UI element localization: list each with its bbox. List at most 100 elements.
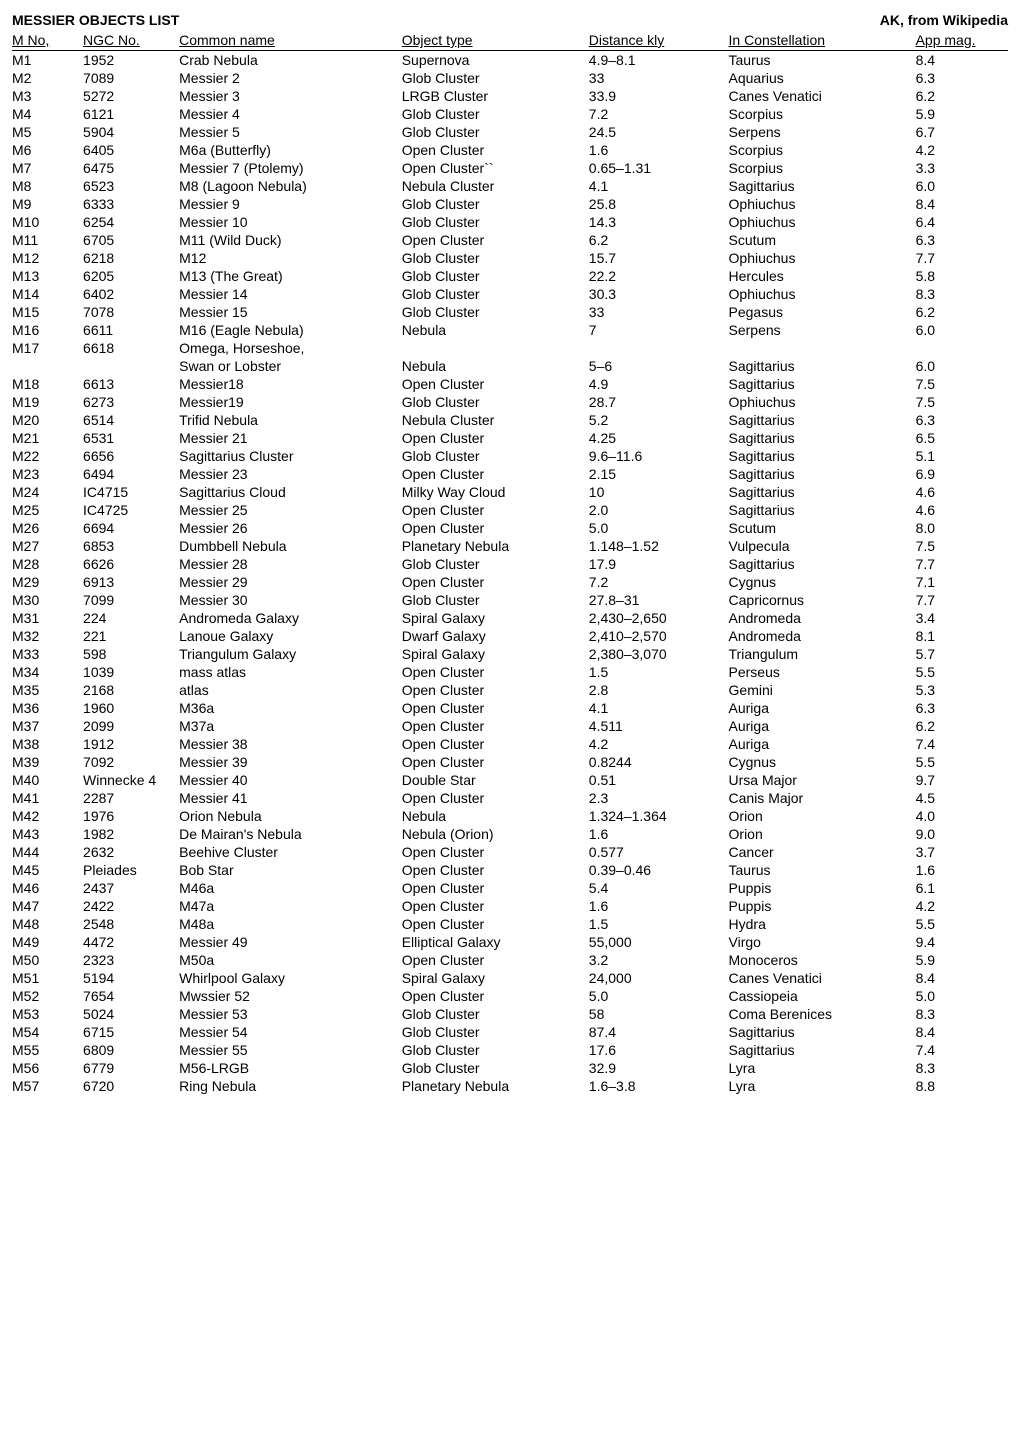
table-cell: Sagittarius (729, 429, 916, 447)
col-header-mno: M No, (12, 30, 83, 51)
table-cell: 8.8 (916, 1077, 1008, 1095)
table-cell: 6273 (83, 393, 179, 411)
table-row: M412287Messier 41Open Cluster2.3Canis Ma… (12, 789, 1008, 807)
table-cell: Open Cluster (402, 519, 589, 537)
table-cell: Nebula (Orion) (402, 825, 589, 843)
table-cell: 6.0 (916, 357, 1008, 375)
table-cell: Perseus (729, 663, 916, 681)
table-cell: Glob Cluster (402, 591, 589, 609)
table-cell: Glob Cluster (402, 195, 589, 213)
table-cell: Ophiuchus (729, 285, 916, 303)
table-cell: M57 (12, 1077, 83, 1095)
table-row: M286626Messier 28Glob Cluster17.9Sagitta… (12, 555, 1008, 573)
table-cell: 2437 (83, 879, 179, 897)
table-cell: LRGB Cluster (402, 87, 589, 105)
table-cell: 2.15 (589, 465, 729, 483)
table-cell: M19 (12, 393, 83, 411)
table-cell: M48 (12, 915, 83, 933)
table-cell: Messier18 (179, 375, 402, 393)
table-cell: M18 (12, 375, 83, 393)
table-cell: 6779 (83, 1059, 179, 1077)
table-cell: Scorpius (729, 105, 916, 123)
table-cell: 6523 (83, 177, 179, 195)
table-cell: M38 (12, 735, 83, 753)
table-cell: Glob Cluster (402, 1059, 589, 1077)
table-cell: M39 (12, 753, 83, 771)
table-cell: M13 (12, 267, 83, 285)
table-row: M236494Messier 23Open Cluster2.15Sagitta… (12, 465, 1008, 483)
table-row: M31224Andromeda GalaxySpiral Galaxy2,430… (12, 609, 1008, 627)
table-cell: 1952 (83, 51, 179, 70)
table-cell: Messier 53 (179, 1005, 402, 1023)
table-cell: Messier 15 (179, 303, 402, 321)
table-cell: M21 (12, 429, 83, 447)
table-cell: Planetary Nebula (402, 537, 589, 555)
table-cell: Messier 38 (179, 735, 402, 753)
table-cell: Puppis (729, 897, 916, 915)
table-cell: M17 (12, 339, 83, 357)
table-cell: Messier 9 (179, 195, 402, 213)
table-cell: 55,000 (589, 933, 729, 951)
table-cell: Winnecke 4 (83, 771, 179, 789)
table-cell: 5904 (83, 123, 179, 141)
table-cell: 7.5 (916, 375, 1008, 393)
table-cell: M6a (Butterfly) (179, 141, 402, 159)
table-cell: Sagittarius (729, 411, 916, 429)
table-row: M32221Lanoue GalaxyDwarf Galaxy2,410–2,5… (12, 627, 1008, 645)
table-cell: Serpens (729, 123, 916, 141)
table-cell: 4.1 (589, 699, 729, 717)
col-header-name: Common name (179, 30, 402, 51)
table-cell: M8 (12, 177, 83, 195)
table-cell: Sagittarius (729, 1023, 916, 1041)
table-cell (83, 357, 179, 375)
table-cell: M46 (12, 879, 83, 897)
table-cell: Supernova (402, 51, 589, 70)
table-cell: Sagittarius (729, 465, 916, 483)
table-cell: 4.9 (589, 375, 729, 393)
table-cell: Open Cluster (402, 501, 589, 519)
table-cell: M55 (12, 1041, 83, 1059)
table-cell: Sagittarius Cluster (179, 447, 402, 465)
table-cell: 6121 (83, 105, 179, 123)
table-row: M55904Messier 5Glob Cluster24.5Serpens6.… (12, 123, 1008, 141)
table-row: M166611M16 (Eagle Nebula)Nebula7Serpens6… (12, 321, 1008, 339)
table-cell: Nebula Cluster (402, 411, 589, 429)
table-cell: Open Cluster (402, 861, 589, 879)
table-cell: Glob Cluster (402, 555, 589, 573)
table-cell: Glob Cluster (402, 447, 589, 465)
table-cell: Trifid Nebula (179, 411, 402, 429)
table-cell: Sagittarius (729, 177, 916, 195)
table-cell: 8.3 (916, 285, 1008, 303)
table-cell: Messier 30 (179, 591, 402, 609)
table-cell: 224 (83, 609, 179, 627)
table-cell: 6.5 (916, 429, 1008, 447)
table-cell: 6.4 (916, 213, 1008, 231)
table-cell: Lyra (729, 1077, 916, 1095)
table-cell: 7654 (83, 987, 179, 1005)
table-cell: M11 (12, 231, 83, 249)
table-cell: 8.4 (916, 195, 1008, 213)
table-cell: 1976 (83, 807, 179, 825)
table-cell: M28 (12, 555, 83, 573)
table-cell: 4.6 (916, 501, 1008, 519)
table-cell: Spiral Galaxy (402, 969, 589, 987)
table-cell: Messier 29 (179, 573, 402, 591)
table-cell: 6.3 (916, 69, 1008, 87)
table-row: M76475Messier 7 (Ptolemy)Open Cluster``0… (12, 159, 1008, 177)
table-cell: M40 (12, 771, 83, 789)
table-cell: M47 (12, 897, 83, 915)
table-cell: M27 (12, 537, 83, 555)
table-cell: mass atlas (179, 663, 402, 681)
table-cell: De Mairan's Nebula (179, 825, 402, 843)
table-cell: M47a (179, 897, 402, 915)
table-cell: 3.4 (916, 609, 1008, 627)
table-cell: 9.6–11.6 (589, 447, 729, 465)
table-cell: Open Cluster (402, 231, 589, 249)
table-cell: M6 (12, 141, 83, 159)
table-cell: Open Cluster (402, 141, 589, 159)
table-cell: 33 (589, 303, 729, 321)
table-cell: 1.5 (589, 663, 729, 681)
table-cell: Planetary Nebula (402, 1077, 589, 1095)
table-cell: 5.7 (916, 645, 1008, 663)
table-cell: Elliptical Galaxy (402, 933, 589, 951)
